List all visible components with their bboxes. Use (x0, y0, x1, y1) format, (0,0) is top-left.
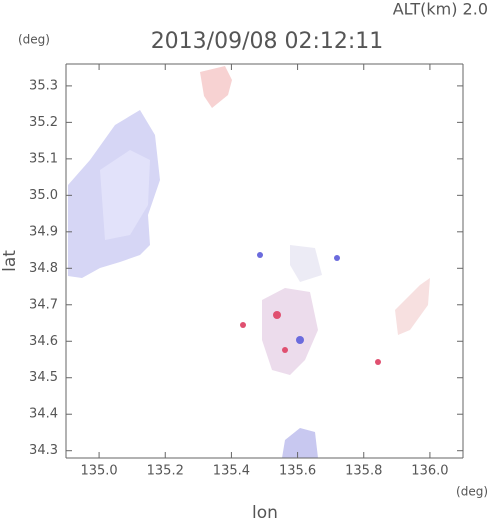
x-axis-label: lon (252, 503, 278, 521)
x-unit: (deg) (456, 485, 488, 499)
echo (200, 66, 232, 108)
y-tick-label: 34.6 (29, 334, 58, 349)
x-tick-label: 135.6 (279, 464, 316, 479)
echo (375, 359, 381, 365)
y-tick-label: 34.5 (29, 370, 58, 385)
echo (290, 245, 322, 282)
x-tick-label: 135.2 (147, 464, 184, 479)
y-tick-label: 35.1 (29, 151, 58, 166)
echo (282, 428, 318, 458)
plot-frame (65, 63, 464, 459)
y-axis-label: lat (0, 250, 20, 272)
echo (262, 288, 318, 375)
y-tick-label: 35.3 (29, 78, 58, 93)
y-tick-label: 35.0 (29, 188, 58, 203)
x-tick-label: 135.4 (213, 464, 250, 479)
y-tick-label: 34.3 (29, 443, 58, 458)
y-tick-label: 34.9 (29, 224, 58, 239)
y-tick-label: 35.2 (29, 115, 58, 130)
chart-title: 2013/09/08 02:12:11 (151, 29, 384, 54)
echo (240, 322, 246, 328)
echo (282, 347, 288, 353)
x-tick-label: 135.0 (80, 464, 117, 479)
y-tick-label: 34.7 (29, 297, 58, 312)
altitude-label: ALT(km) 2.0 (393, 0, 488, 19)
y-tick-label: 34.8 (29, 261, 58, 276)
x-tick-label: 136.0 (411, 464, 448, 479)
echo (257, 252, 263, 258)
echo (296, 336, 304, 344)
x-tick-label: 135.8 (345, 464, 382, 479)
echo (100, 150, 150, 240)
y-tick-label: 34.4 (29, 407, 58, 422)
radar-echoes (68, 66, 430, 458)
echo (395, 278, 430, 335)
y-unit: (deg) (18, 33, 50, 47)
echo (273, 311, 281, 319)
echo (334, 255, 340, 261)
